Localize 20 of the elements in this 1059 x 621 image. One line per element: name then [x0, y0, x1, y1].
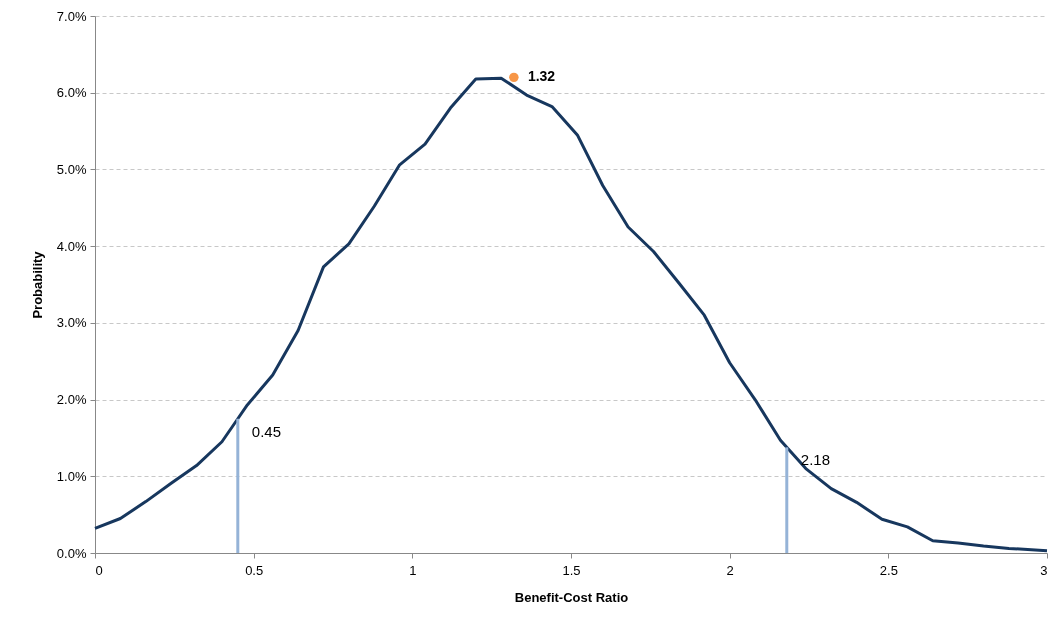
y-tick-label: 2.0% — [56, 392, 87, 408]
y-tick-label: 0.0% — [56, 545, 87, 561]
ref-line-label: 0.45 — [251, 422, 281, 440]
x-tick-label: 2 — [726, 562, 734, 578]
annotation: 1.32 — [527, 68, 556, 85]
y-tick-label: 6.0% — [56, 85, 87, 101]
y-tick-label: 3.0% — [56, 315, 87, 331]
x-tick-label: 1 — [409, 562, 417, 578]
ref-line-label: 2.18 — [800, 451, 830, 469]
y-tick-label: 5.0% — [56, 161, 87, 177]
y-tick-label: 1.0% — [56, 468, 87, 484]
x-tick-label: 2.5 — [879, 562, 898, 578]
x-axis-title: Benefit-Cost Ratio — [514, 589, 629, 605]
x-tick-label: 3 — [1040, 562, 1048, 578]
x-tick-label: 0 — [95, 562, 103, 578]
x-tick-label: 0.5 — [245, 562, 264, 578]
y-axis-title: Probability — [29, 250, 45, 319]
y-tick-label: 4.0% — [56, 238, 87, 254]
y-tick-label: 7.0% — [56, 8, 87, 24]
x-tick-label: 1.5 — [562, 562, 581, 578]
